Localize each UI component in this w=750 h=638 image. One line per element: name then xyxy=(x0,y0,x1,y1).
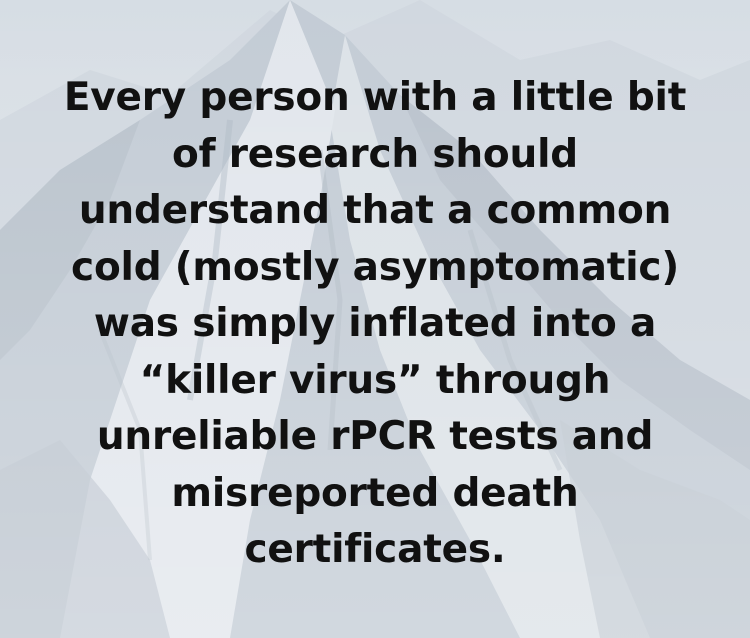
quote-line: of research should xyxy=(172,131,578,177)
quote-line: unreliable rPCR tests and xyxy=(96,414,654,459)
quote-line: certificates. xyxy=(244,527,506,572)
quote-line: “killer virus” through xyxy=(139,357,611,403)
quote-line: was simply inflated into a xyxy=(93,301,657,346)
quote-line: cold (mostly asymptomatic) xyxy=(71,244,679,290)
quote-line: Every person with a little bit xyxy=(63,75,687,120)
quote-line: misreported death xyxy=(171,470,579,516)
quote-text: Every person with a little bit of resear… xyxy=(25,70,725,579)
quote-line: understand that a common xyxy=(78,188,672,233)
